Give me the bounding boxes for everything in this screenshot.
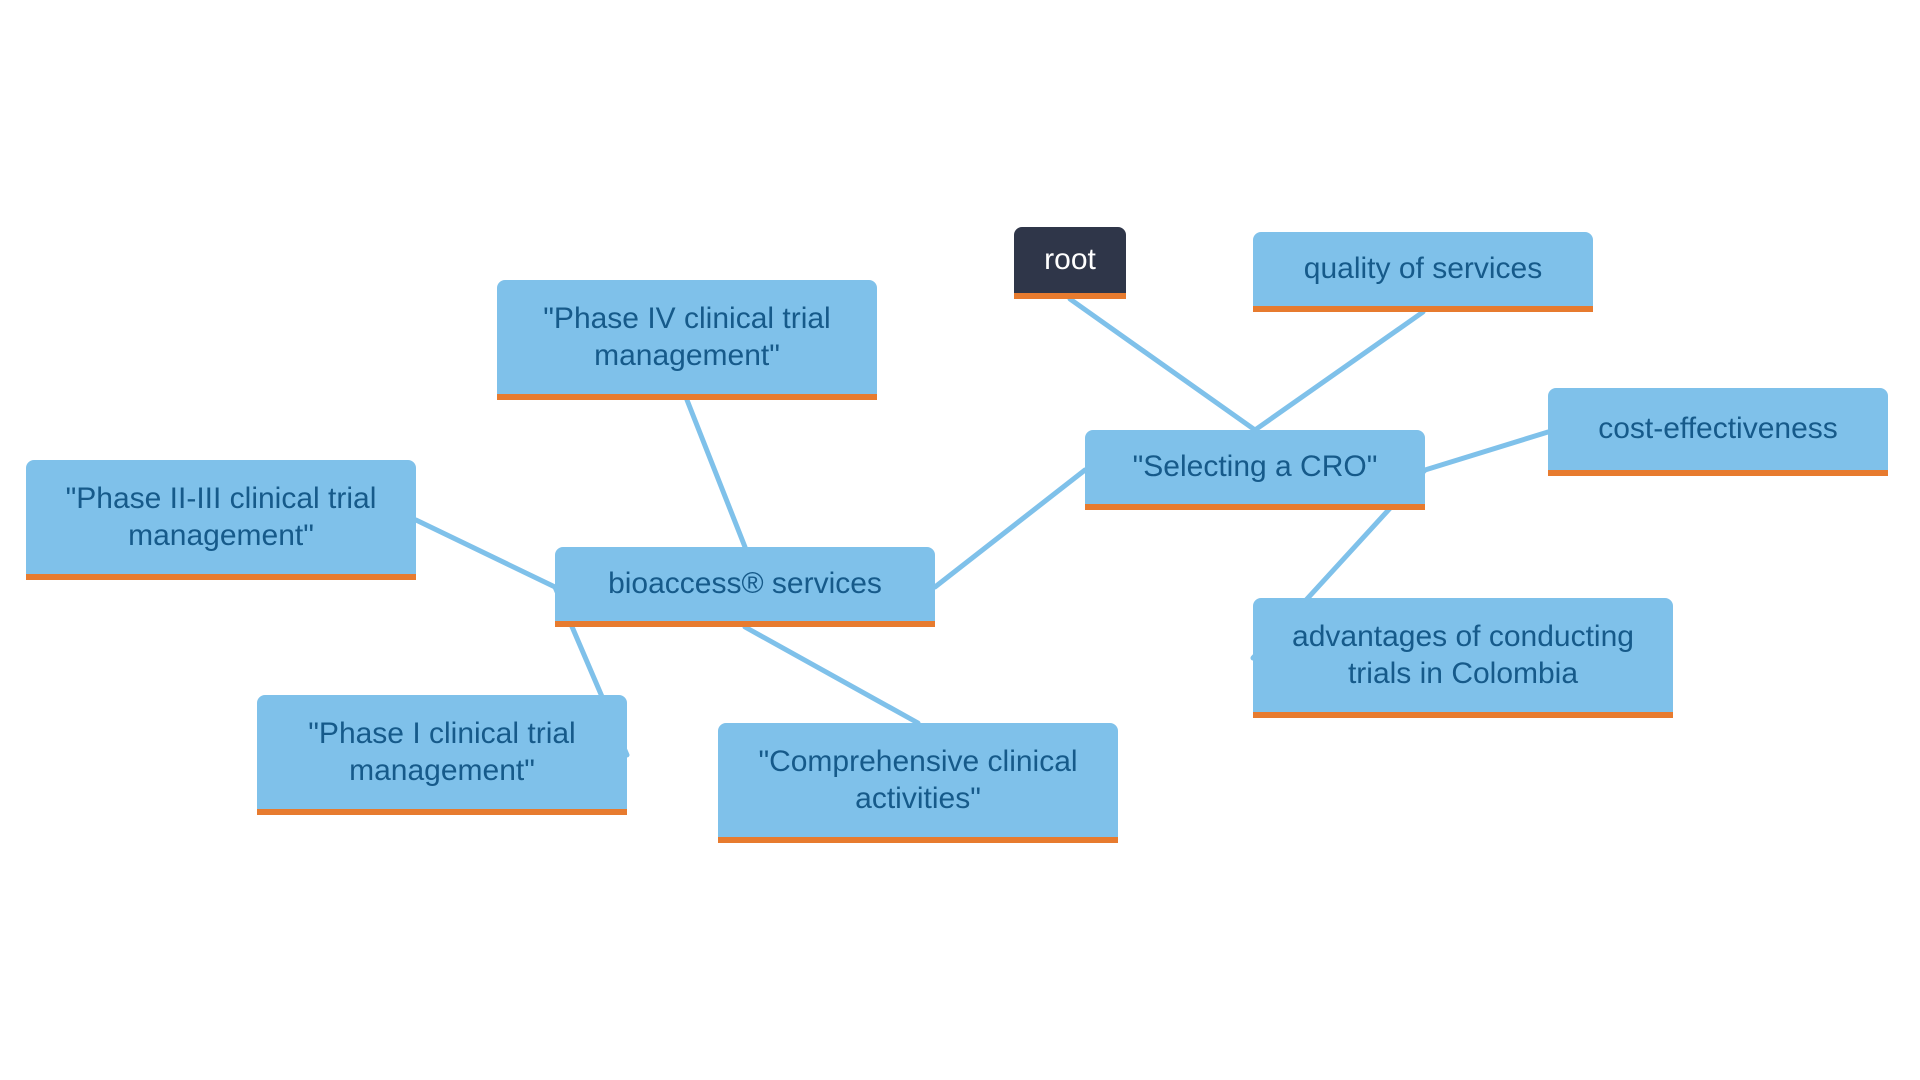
node-root: root — [1014, 227, 1126, 299]
node-phase1: "Phase I clinical trial management" — [257, 695, 627, 815]
node-label: "Phase IV clinical trial management" — [515, 300, 859, 375]
edge — [935, 470, 1085, 587]
node-label: advantages of conducting trials in Colom… — [1271, 618, 1655, 693]
node-label: quality of services — [1271, 250, 1575, 288]
node-phase23: "Phase II-III clinical trial management" — [26, 460, 416, 580]
node-phase4: "Phase IV clinical trial management" — [497, 280, 877, 400]
node-label: cost-effectiveness — [1566, 410, 1870, 448]
node-comp: "Comprehensive clinical activities" — [718, 723, 1118, 843]
diagram-canvas: root "Selecting a CRO" quality of services… — [0, 0, 1920, 1080]
node-cost: cost-effectiveness — [1548, 388, 1888, 476]
node-label: "Comprehensive clinical activities" — [736, 743, 1100, 818]
edge — [416, 520, 555, 587]
node-label: root — [1032, 241, 1108, 279]
node-selecting: "Selecting a CRO" — [1085, 430, 1425, 510]
edge — [687, 400, 745, 547]
node-label: "Phase I clinical trial management" — [275, 715, 609, 790]
node-advantages: advantages of conducting trials in Colom… — [1253, 598, 1673, 718]
edge — [1070, 299, 1255, 430]
node-label: "Phase II-III clinical trial management" — [44, 480, 398, 555]
node-bioaccess: bioaccess® services — [555, 547, 935, 627]
edge — [745, 627, 918, 723]
node-label: bioaccess® services — [573, 565, 917, 603]
node-quality: quality of services — [1253, 232, 1593, 312]
edge — [1425, 432, 1548, 470]
node-label: "Selecting a CRO" — [1103, 448, 1407, 486]
edge — [1255, 312, 1423, 430]
